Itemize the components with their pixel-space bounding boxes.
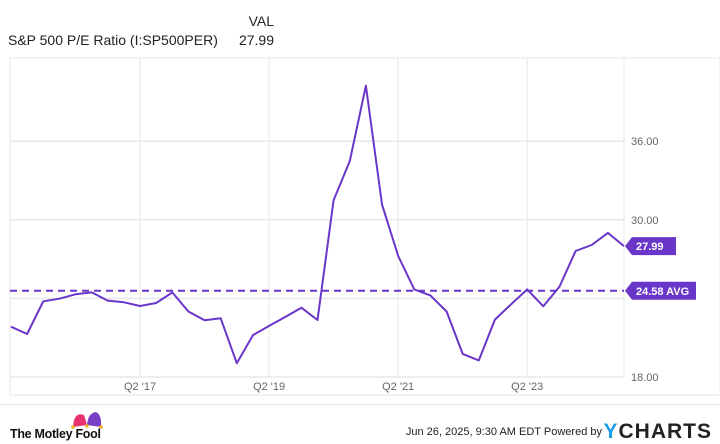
y-tick-label: 36.00 <box>631 136 659 148</box>
last-value-label: 27.99 <box>636 241 664 253</box>
y-tick-label: 18.00 <box>631 372 659 384</box>
ycharts-text: CHARTS <box>619 420 713 443</box>
x-tick-label: Q2 '19 <box>253 381 285 393</box>
ycharts-y: Y <box>603 420 618 443</box>
y-tick-label: 30.00 <box>631 215 659 227</box>
x-tick-label: Q2 '17 <box>124 381 156 393</box>
series-line <box>11 86 624 364</box>
x-tick-label: Q2 '21 <box>382 381 414 393</box>
timestamp: Jun 26, 2025, 9:30 AM EDT <box>406 426 541 438</box>
footer: The Motley Fool Jun 26, 2025, 9:30 AM ED… <box>0 404 720 442</box>
average-label: 24.58 AVG <box>636 286 689 298</box>
powered-by: Powered by <box>544 426 602 438</box>
motley-fool-logo: The Motley Fool <box>10 427 101 441</box>
jester-hat-logo-icon <box>70 407 104 429</box>
plot-frame <box>10 58 720 395</box>
ycharts-logo: YCHARTS <box>603 420 712 444</box>
line-chart: 18.00 30.00 36.00 Q2 '17 Q2 '19 Q2 '21 Q2 '23 2… <box>0 0 720 404</box>
timestamp-powered-by: Jun 26, 2025, 9:30 AM EDT Powered by <box>406 426 602 438</box>
x-tick-label: Q2 '23 <box>511 381 543 393</box>
